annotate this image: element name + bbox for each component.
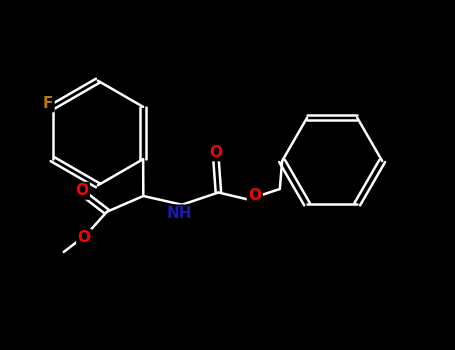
Text: F: F (43, 96, 53, 111)
Text: O: O (76, 183, 88, 198)
Text: O: O (78, 231, 91, 245)
Text: O: O (210, 145, 222, 160)
Text: O: O (248, 189, 261, 203)
Text: NH: NH (167, 206, 192, 221)
